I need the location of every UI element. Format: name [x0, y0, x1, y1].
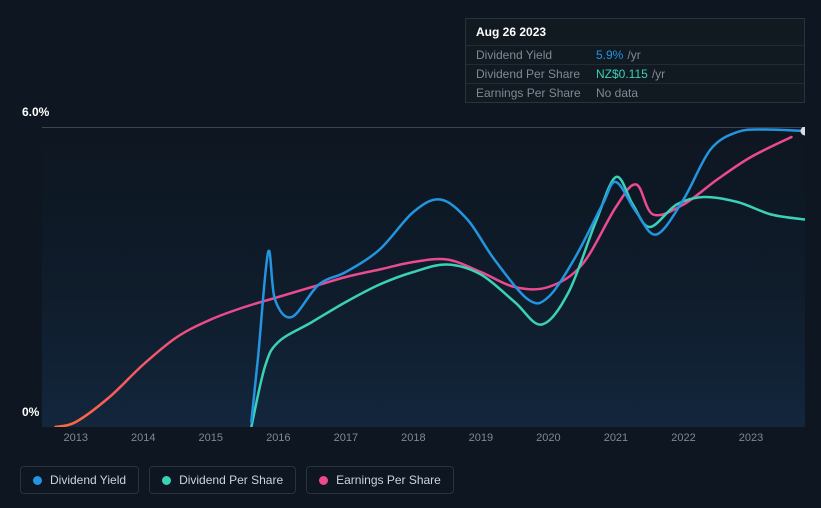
- x-axis: 2013 2014 2015 2016 2017 2018 2019 2020 2021 2022…: [42, 432, 805, 448]
- tooltip-row-label: Dividend Yield: [476, 48, 596, 62]
- x-axis-tick: 2021: [604, 432, 628, 444]
- x-axis-tick: 2020: [536, 432, 560, 444]
- tooltip-row-suffix: /yr: [627, 48, 640, 62]
- tooltip-row-value: NZ$0.115: [596, 67, 648, 81]
- x-axis-tick: 2017: [334, 432, 358, 444]
- legend-item[interactable]: Dividend Yield: [20, 466, 139, 494]
- legend-dot-icon: [319, 476, 328, 485]
- x-axis-tick: 2023: [739, 432, 763, 444]
- x-axis-tick: 2015: [199, 432, 223, 444]
- tooltip-row-value: 5.9%: [596, 48, 623, 62]
- chart-tooltip: Aug 26 2023 Dividend Yield5.9%/yrDividen…: [465, 18, 805, 103]
- chart-legend: Dividend Yield Dividend Per Share Earnings…: [20, 466, 454, 494]
- legend-dot-icon: [33, 476, 42, 485]
- x-axis-tick: 2019: [469, 432, 493, 444]
- legend-item-label: Dividend Per Share: [179, 473, 283, 487]
- tooltip-row-value: No data: [596, 86, 638, 100]
- tooltip-row-label: Dividend Per Share: [476, 67, 596, 81]
- legend-item[interactable]: Earnings Per Share: [306, 466, 454, 494]
- tooltip-row: Earnings Per ShareNo data: [466, 83, 804, 102]
- tooltip-date: Aug 26 2023: [466, 19, 804, 45]
- x-axis-tick: 2014: [131, 432, 155, 444]
- x-axis-tick: 2013: [64, 432, 88, 444]
- legend-item[interactable]: Dividend Per Share: [149, 466, 296, 494]
- dividend-chart[interactable]: 6.0% 0% Past: [20, 105, 805, 427]
- x-axis-tick: 2018: [401, 432, 425, 444]
- legend-item-label: Earnings Per Share: [336, 473, 441, 487]
- tooltip-row-suffix: /yr: [652, 67, 665, 81]
- y-axis-max-label: 6.0%: [22, 105, 49, 119]
- x-axis-tick: 2022: [671, 432, 695, 444]
- legend-item-label: Dividend Yield: [50, 473, 126, 487]
- y-axis-min-label: 0%: [22, 405, 39, 419]
- chart-plot-area: [42, 127, 805, 427]
- tooltip-row-label: Earnings Per Share: [476, 86, 596, 100]
- legend-dot-icon: [162, 476, 171, 485]
- x-axis-tick: 2016: [266, 432, 290, 444]
- tooltip-row: Dividend Per ShareNZ$0.115/yr: [466, 64, 804, 83]
- tooltip-row: Dividend Yield5.9% /yr: [466, 45, 804, 64]
